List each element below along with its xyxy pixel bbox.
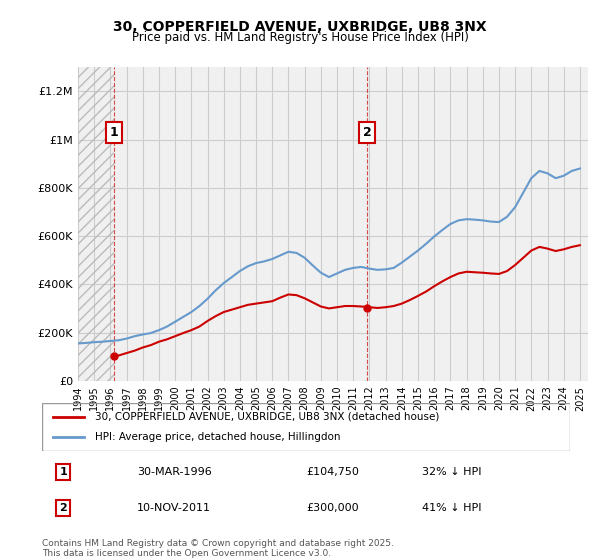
Bar bbox=[78, 67, 114, 381]
Text: 32% ↓ HPI: 32% ↓ HPI bbox=[422, 467, 482, 477]
Text: Price paid vs. HM Land Registry's House Price Index (HPI): Price paid vs. HM Land Registry's House … bbox=[131, 31, 469, 44]
Text: HPI: Average price, detached house, Hillingdon: HPI: Average price, detached house, Hill… bbox=[95, 432, 340, 442]
Text: 30, COPPERFIELD AVENUE, UXBRIDGE, UB8 3NX: 30, COPPERFIELD AVENUE, UXBRIDGE, UB8 3N… bbox=[113, 20, 487, 34]
Text: 1: 1 bbox=[59, 467, 67, 477]
Text: 30, COPPERFIELD AVENUE, UXBRIDGE, UB8 3NX (detached house): 30, COPPERFIELD AVENUE, UXBRIDGE, UB8 3N… bbox=[95, 412, 439, 422]
Text: £300,000: £300,000 bbox=[306, 503, 359, 513]
Text: 41% ↓ HPI: 41% ↓ HPI bbox=[422, 503, 482, 513]
Text: 10-NOV-2011: 10-NOV-2011 bbox=[137, 503, 211, 513]
Text: 30-MAR-1996: 30-MAR-1996 bbox=[137, 467, 212, 477]
Text: Contains HM Land Registry data © Crown copyright and database right 2025.
This d: Contains HM Land Registry data © Crown c… bbox=[42, 539, 394, 558]
Text: £104,750: £104,750 bbox=[306, 467, 359, 477]
Text: 2: 2 bbox=[363, 126, 371, 139]
Bar bbox=[78, 67, 114, 381]
Text: 2: 2 bbox=[59, 503, 67, 513]
Text: 1: 1 bbox=[110, 126, 118, 139]
